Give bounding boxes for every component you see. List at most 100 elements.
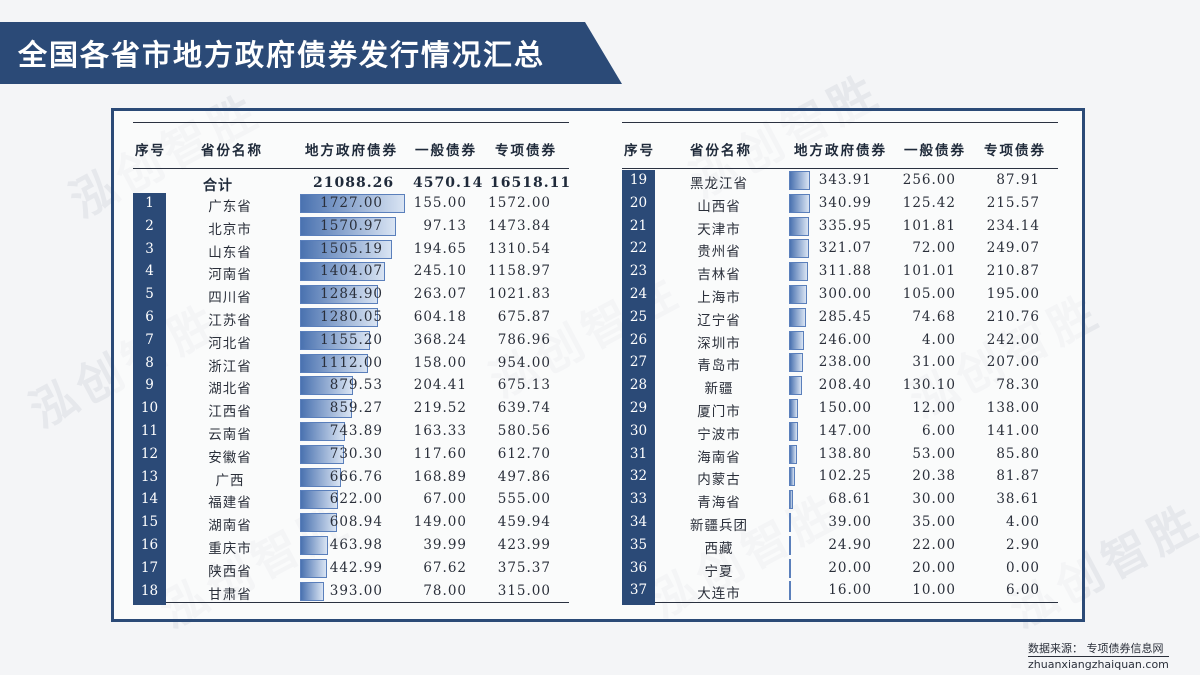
row-total-value: 1727.00 [320, 195, 383, 211]
title-banner: 全国各省市地方政府债券发行情况汇总 [0, 22, 622, 84]
row-total-value: 1280.05 [320, 309, 383, 325]
row-index: 8 [145, 354, 154, 371]
row-total-value: 39.00 [828, 514, 872, 530]
row-special-value: 38.61 [996, 491, 1040, 508]
row-general-value: 149.00 [413, 514, 467, 531]
row-general-value: 78.00 [423, 582, 467, 599]
row-total-bar [300, 194, 405, 213]
row-total-bar [789, 581, 791, 601]
row-general-value: 30.00 [912, 491, 956, 508]
header-rule [133, 168, 569, 169]
row-index: 10 [140, 400, 159, 417]
row-total-value: 622.00 [329, 491, 383, 508]
row-province-name: 湖北省 [208, 381, 252, 398]
table-frame [111, 108, 1085, 622]
row-total-value: 393.00 [329, 582, 383, 599]
row-total-value: 102.25 [818, 468, 872, 485]
row-special-value: 1473.84 [488, 217, 551, 234]
row-general-value: 22.00 [912, 536, 956, 553]
row-total-value: 16.00 [828, 582, 872, 599]
row-total-bar [789, 376, 802, 396]
row-general-value: 4.00 [921, 331, 956, 348]
row-total-bar [300, 536, 329, 555]
row-province-name: 重庆市 [208, 541, 252, 557]
row-total-bar [300, 353, 368, 373]
row-index: 27 [629, 354, 648, 371]
row-total-bar [300, 399, 353, 419]
row-province-name: 新疆 [704, 381, 734, 398]
row-index: 28 [629, 377, 648, 394]
table-bottom-rule [622, 602, 1058, 603]
row-special-value: 675.87 [497, 309, 551, 325]
row-province-name: 内蒙古 [697, 472, 741, 489]
row-province-name: 天津市 [697, 221, 741, 238]
row-general-value: 219.52 [413, 400, 467, 417]
row-total-bar [300, 444, 345, 464]
row-index: 9 [145, 377, 154, 394]
row-special-value: 0.00 [1005, 559, 1040, 576]
row-general-value: 31.00 [912, 354, 956, 371]
table-top-rule [133, 122, 569, 123]
row-index: 29 [629, 400, 648, 416]
row-index: 34 [629, 514, 648, 530]
row-index: 7 [145, 331, 154, 348]
summary-general: 4570.14 [413, 175, 484, 191]
table-bottom-rule [133, 602, 569, 603]
row-special-value: 1310.54 [488, 240, 551, 257]
row-province-name: 江苏省 [208, 313, 252, 329]
row-index: 36 [629, 559, 648, 576]
row-total-value: 208.40 [818, 377, 872, 394]
row-province-name: 山东省 [208, 244, 252, 261]
row-total-value: 138.80 [818, 445, 872, 462]
summary-total: 21088.26 [313, 175, 395, 191]
row-province-name: 宁波市 [697, 426, 741, 443]
row-index: 17 [140, 559, 159, 576]
row-index: 31 [629, 445, 648, 462]
row-province-name: 厦门市 [697, 404, 741, 420]
row-index: 4 [145, 263, 154, 280]
row-special-value: 85.80 [996, 445, 1040, 462]
left-table: 序号 省份名称 地方政府债券 一般债券 专项债券 合计 21088.26 457… [133, 122, 572, 612]
row-index: 3 [145, 240, 154, 257]
row-province-name: 宁夏 [704, 563, 734, 580]
row-province-name: 河南省 [208, 267, 252, 284]
row-total-value: 311.88 [818, 263, 872, 280]
row-general-value: 101.01 [902, 263, 956, 280]
summary-special: 16518.11 [490, 175, 572, 191]
row-special-value: 497.86 [497, 468, 551, 485]
row-province-name: 安徽省 [208, 449, 252, 466]
row-general-value: 125.42 [902, 194, 956, 211]
row-general-value: 53.00 [912, 445, 956, 462]
row-total-bar [300, 239, 392, 259]
row-total-bar [300, 285, 379, 305]
row-special-value: 423.99 [497, 537, 551, 553]
row-total-bar [300, 581, 324, 601]
row-total-bar [300, 513, 338, 533]
row-index: 11 [140, 423, 159, 439]
row-index: 6 [145, 309, 154, 325]
row-total-bar [789, 467, 796, 487]
header-total: 地方政府债券 [305, 143, 398, 159]
row-index: 35 [629, 536, 648, 553]
row-special-value: 81.87 [996, 468, 1040, 485]
header-province: 省份名称 [201, 143, 263, 159]
row-province-name: 黑龙江省 [690, 176, 748, 192]
row-total-value: 730.30 [329, 445, 383, 462]
row-special-value: 2.90 [1005, 536, 1040, 553]
row-index: 14 [140, 491, 159, 508]
header-province: 省份名称 [690, 143, 752, 159]
row-province-name: 北京市 [208, 221, 252, 238]
row-general-value: 101.81 [902, 217, 956, 234]
row-general-value: 39.99 [423, 537, 467, 553]
row-total-value: 1505.19 [320, 240, 383, 257]
row-province-name: 西藏 [704, 540, 734, 557]
row-total-bar [300, 490, 338, 510]
row-special-value: 612.70 [497, 445, 551, 462]
row-special-value: 459.94 [497, 514, 551, 531]
row-index: 2 [145, 217, 154, 234]
header-total: 地方政府债券 [794, 143, 887, 159]
row-special-value: 141.00 [986, 422, 1040, 439]
row-special-value: 555.00 [497, 491, 551, 508]
row-index: 24 [629, 286, 648, 302]
row-general-value: 20.38 [912, 468, 956, 485]
